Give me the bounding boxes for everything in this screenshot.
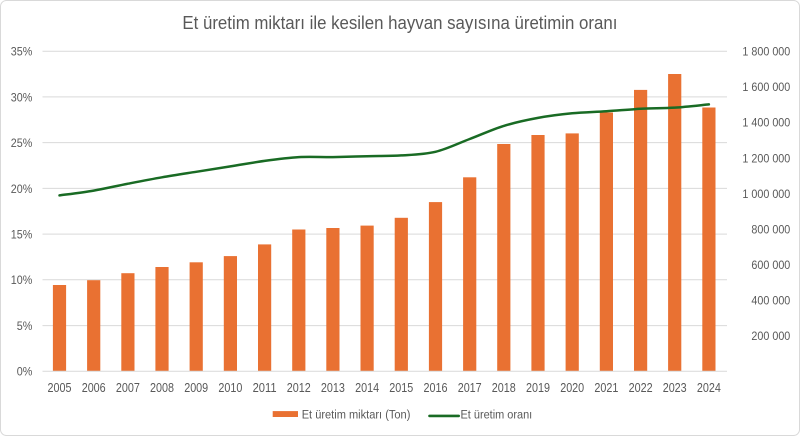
svg-text:800 000: 800 000 [751, 222, 790, 236]
svg-text:400 000: 400 000 [751, 294, 790, 308]
svg-text:2012: 2012 [287, 381, 311, 395]
svg-text:1 800 000: 1 800 000 [742, 45, 790, 59]
svg-text:2013: 2013 [321, 381, 345, 395]
svg-text:10%: 10% [11, 273, 33, 287]
svg-text:2014: 2014 [355, 381, 379, 395]
svg-text:2011: 2011 [253, 381, 277, 395]
svg-text:Et üretim oranı: Et üretim oranı [461, 407, 533, 421]
svg-text:1 000 000: 1 000 000 [742, 187, 790, 201]
svg-text:1 600 000: 1 600 000 [742, 80, 790, 94]
svg-text:2020: 2020 [560, 381, 584, 395]
svg-text:2017: 2017 [458, 381, 482, 395]
svg-text:1 400 000: 1 400 000 [742, 116, 790, 130]
svg-text:2023: 2023 [663, 381, 687, 395]
svg-text:Et üretim miktarı (Ton): Et üretim miktarı (Ton) [302, 407, 411, 421]
svg-text:200 000: 200 000 [751, 329, 790, 343]
svg-text:5%: 5% [17, 319, 33, 333]
svg-text:2016: 2016 [424, 381, 448, 395]
svg-text:2019: 2019 [526, 381, 550, 395]
svg-text:20%: 20% [11, 182, 33, 196]
svg-text:Et üretim miktarı ile kesilen: Et üretim miktarı ile kesilen hayvan say… [182, 13, 617, 33]
svg-text:2009: 2009 [184, 381, 208, 395]
svg-text:15%: 15% [11, 228, 33, 242]
svg-text:2021: 2021 [594, 381, 618, 395]
svg-text:2018: 2018 [492, 381, 516, 395]
svg-text:0%: 0% [17, 365, 33, 379]
svg-text:2008: 2008 [150, 381, 174, 395]
svg-text:30%: 30% [11, 90, 33, 104]
svg-text:2015: 2015 [389, 381, 413, 395]
svg-text:2022: 2022 [629, 381, 653, 395]
svg-text:600 000: 600 000 [751, 258, 790, 272]
svg-text:1 200 000: 1 200 000 [742, 151, 790, 165]
svg-text:2024: 2024 [697, 381, 721, 395]
svg-text:2005: 2005 [48, 381, 72, 395]
svg-text:25%: 25% [11, 136, 33, 150]
svg-text:2006: 2006 [82, 381, 106, 395]
svg-text:2007: 2007 [116, 381, 140, 395]
svg-text:35%: 35% [11, 45, 33, 59]
svg-text:2010: 2010 [218, 381, 242, 395]
